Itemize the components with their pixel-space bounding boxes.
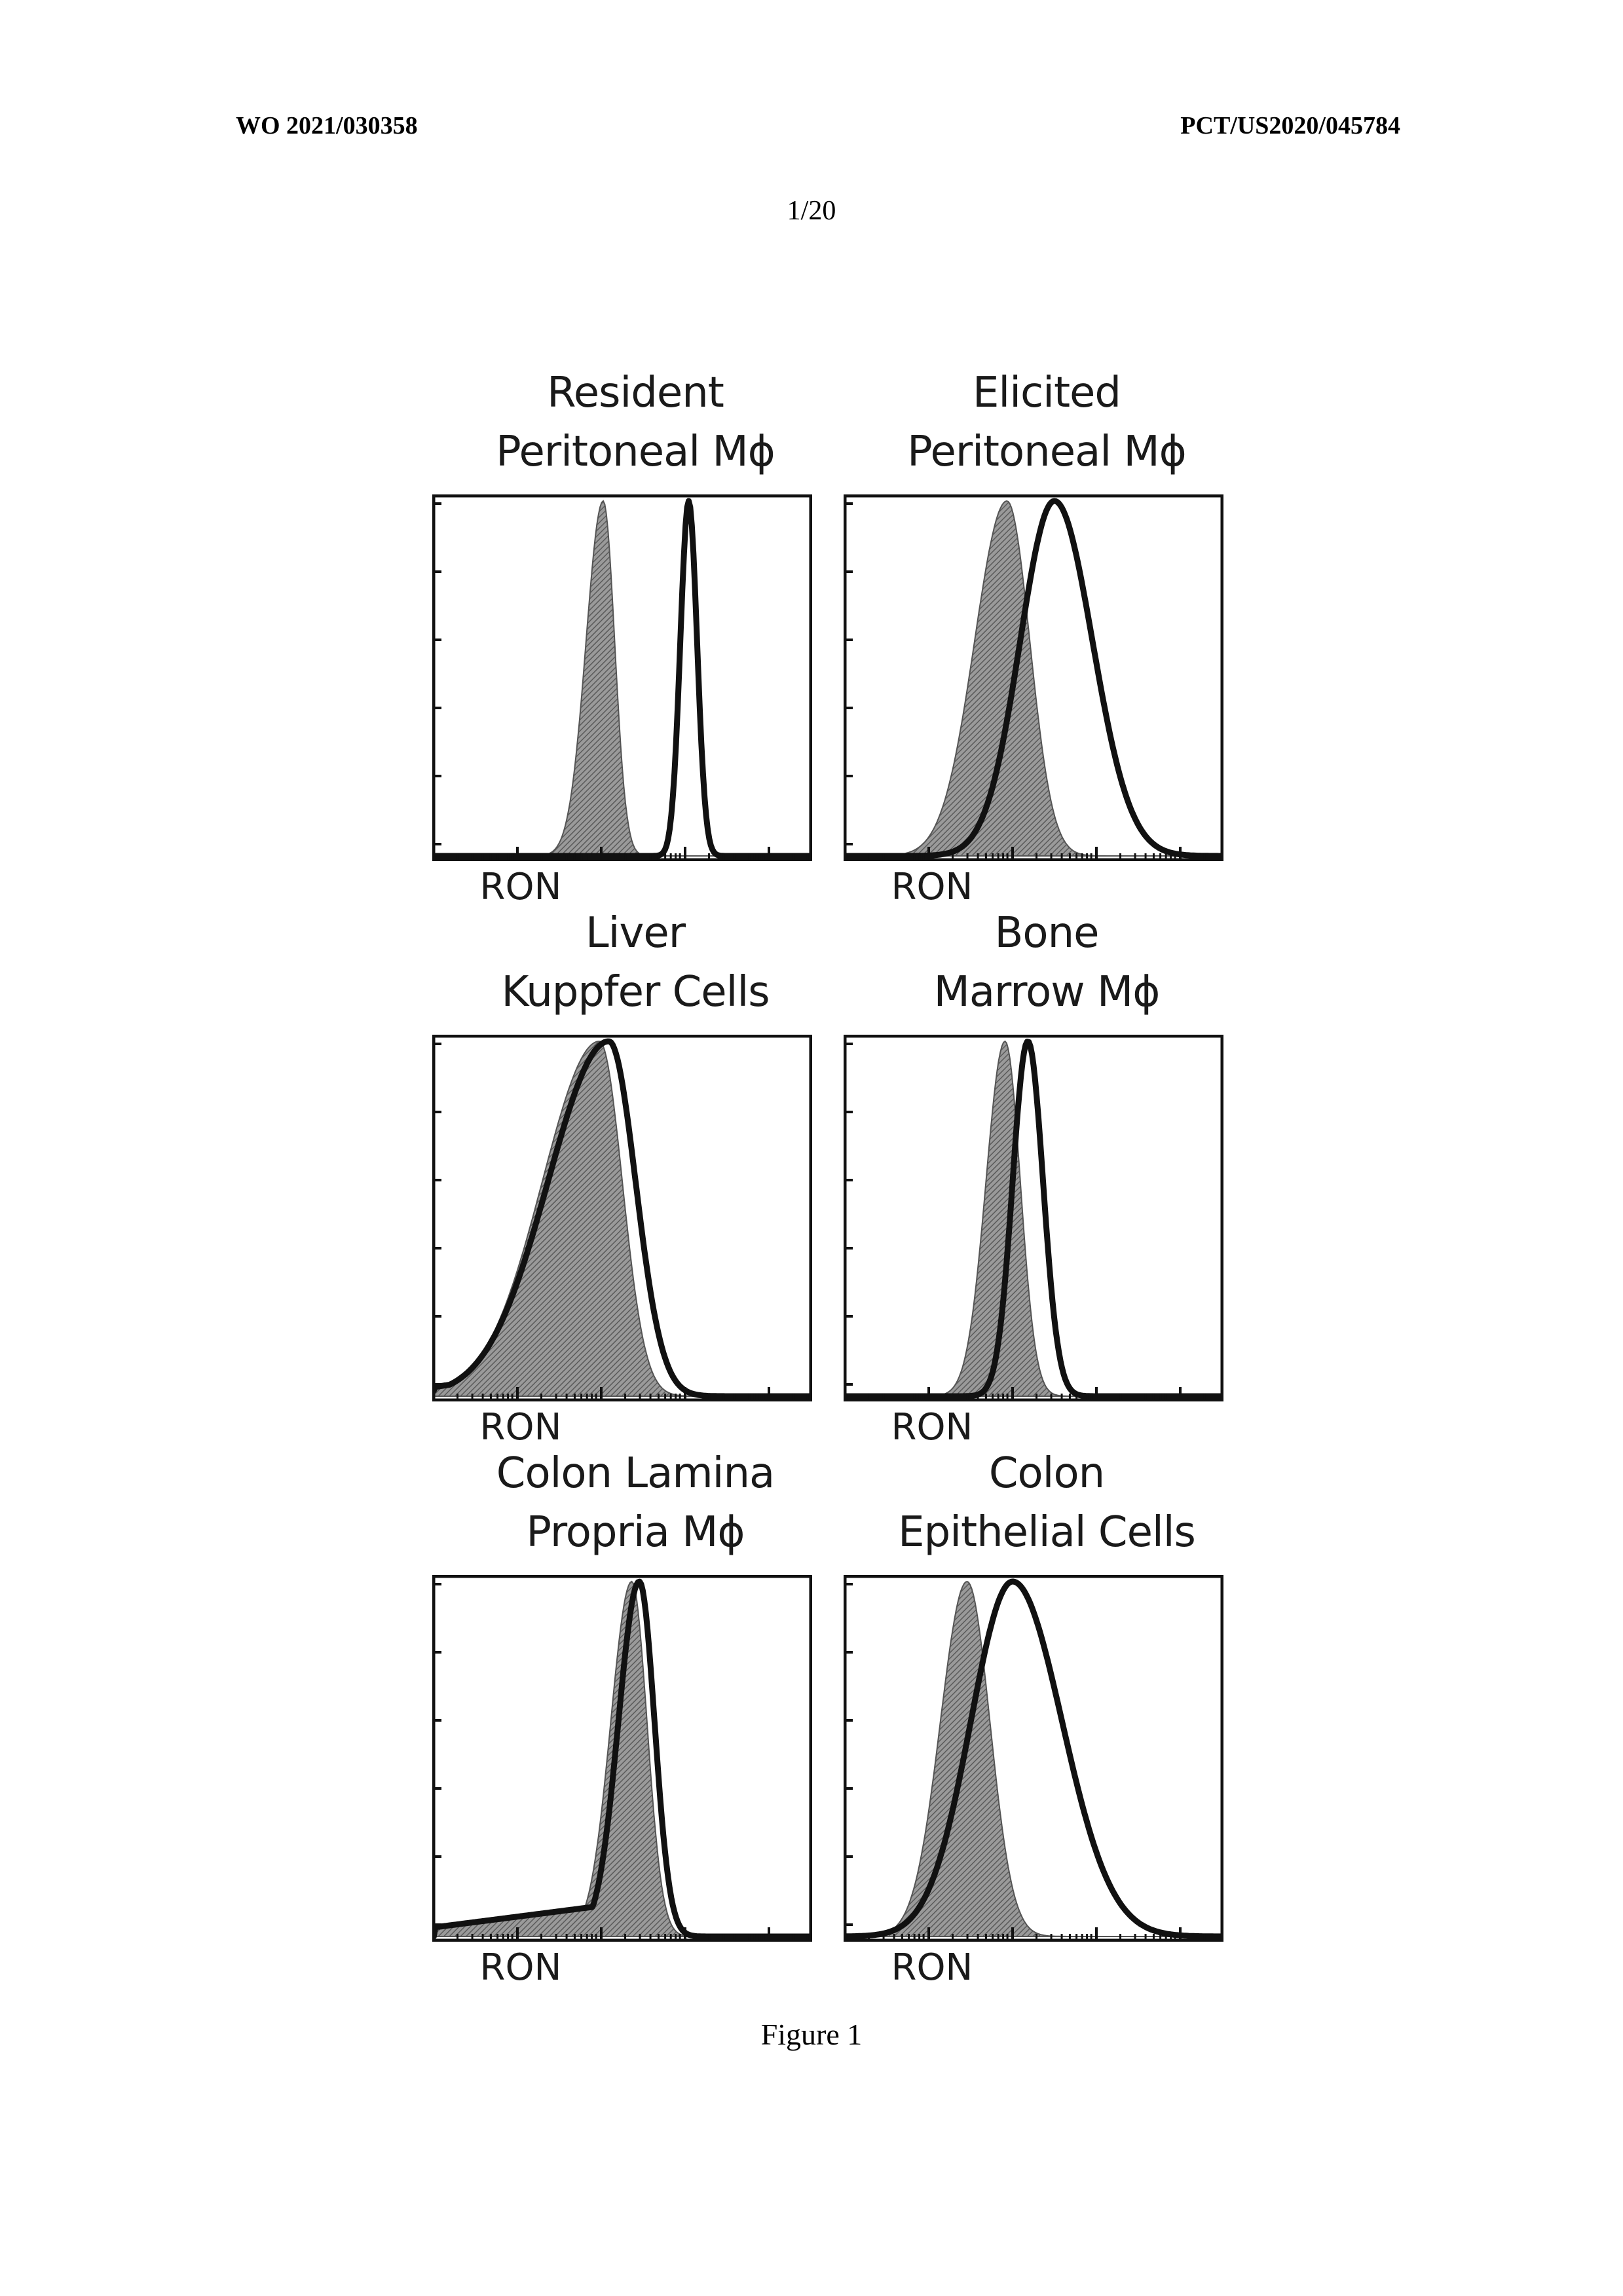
panel-title-line-2: Peritoneal Mϕ <box>811 422 1282 481</box>
panel-title-line-2: Propria Mϕ <box>400 1503 871 1562</box>
plot-area <box>432 494 812 861</box>
panel-title: Colon Epithelial Cells <box>811 1444 1282 1562</box>
panel-title-line-2: Peritoneal Mϕ <box>400 422 871 481</box>
panel-title-line-1: Colon <box>811 1444 1282 1503</box>
x-axis-label: RON <box>844 1948 1020 1988</box>
panel-title-line-2: Epithelial Cells <box>811 1503 1282 1562</box>
plot-area <box>432 1575 812 1942</box>
panel-title-line-1: Resident <box>400 363 871 422</box>
page-number: 1/20 <box>0 195 1623 227</box>
x-axis-label: RON <box>432 1948 609 1988</box>
histogram-panel-3: Liver Kuppfer Cells RON <box>426 904 845 1447</box>
histogram-panel-6: Colon Epithelial Cells RON <box>837 1444 1256 1988</box>
histogram-panel-1: Resident Peritoneal Mϕ RON <box>426 363 845 907</box>
histogram-panel-4: Bone Marrow Mϕ RON <box>837 904 1256 1447</box>
panel-title: Bone Marrow Mϕ <box>811 904 1282 1022</box>
figure-caption: Figure 1 <box>0 2017 1623 2052</box>
application-number: PCT/US2020/045784 <box>1180 111 1400 140</box>
plot-frame <box>845 1576 1222 1940</box>
panel-title-line-1: Colon Lamina <box>400 1444 871 1503</box>
isotype-histogram <box>432 1582 812 1936</box>
histogram-svg <box>432 1575 812 1942</box>
histogram-svg <box>432 494 812 861</box>
x-axis-label: RON <box>432 1408 609 1447</box>
histogram-panel-5: Colon Lamina Propria Mϕ RON <box>426 1444 845 1988</box>
histogram-panel-2: Elicited Peritoneal Mϕ RON <box>837 363 1256 907</box>
histogram-svg <box>844 494 1223 861</box>
ron-stain-histogram <box>844 1582 1223 1936</box>
panel-title-line-1: Liver <box>400 904 871 963</box>
plot-area <box>844 1575 1223 1942</box>
histogram-svg <box>844 1035 1223 1401</box>
histogram-svg <box>432 1035 812 1401</box>
isotype-histogram <box>844 1582 1223 1936</box>
panel-title-line-1: Bone <box>811 904 1282 963</box>
plot-area <box>432 1035 812 1401</box>
panel-title: Colon Lamina Propria Mϕ <box>400 1444 871 1562</box>
panel-title-line-2: Kuppfer Cells <box>400 963 871 1022</box>
panel-title-line-1: Elicited <box>811 363 1282 422</box>
isotype-histogram <box>432 501 812 856</box>
histogram-svg <box>844 1575 1223 1942</box>
panel-title: Liver Kuppfer Cells <box>400 904 871 1022</box>
x-axis-label: RON <box>844 1408 1020 1447</box>
plot-area <box>844 494 1223 861</box>
x-axis-label: RON <box>432 868 609 907</box>
panel-title: Elicited Peritoneal Mϕ <box>811 363 1282 481</box>
panel-title: Resident Peritoneal Mϕ <box>400 363 871 481</box>
panel-title-line-2: Marrow Mϕ <box>811 963 1282 1022</box>
x-axis-label: RON <box>844 868 1020 907</box>
plot-area <box>844 1035 1223 1401</box>
publication-number: WO 2021/030358 <box>236 111 418 140</box>
